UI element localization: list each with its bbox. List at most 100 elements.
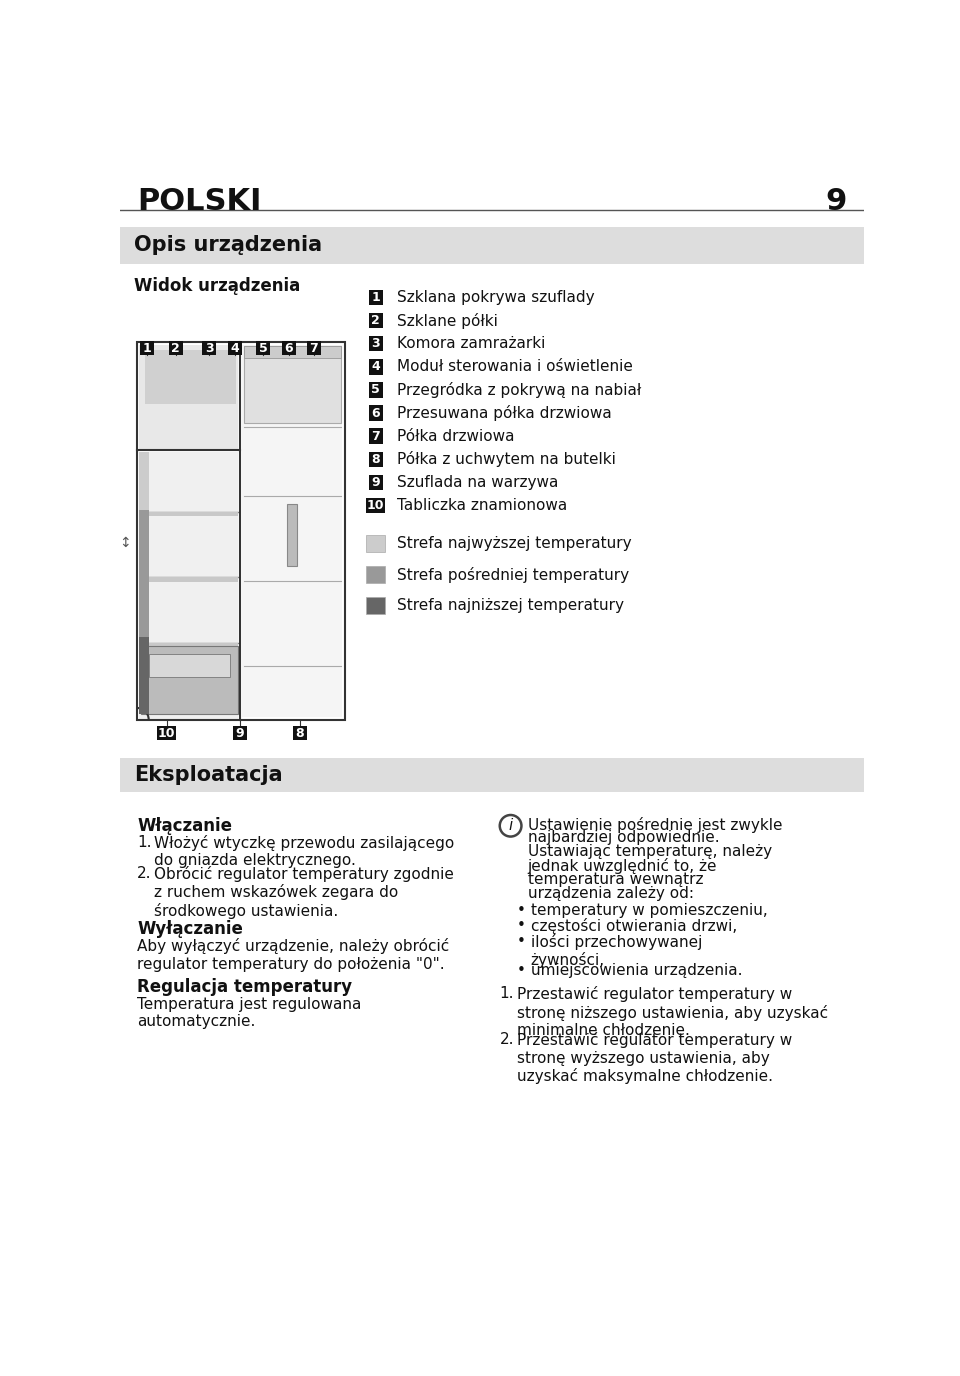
- Text: Przegródka z pokrywą na nabiał: Przegródka z pokrywą na nabiał: [397, 383, 641, 398]
- Bar: [367, 535, 385, 552]
- Bar: [293, 727, 307, 740]
- Bar: [367, 597, 385, 614]
- Text: ↕: ↕: [120, 535, 132, 549]
- Text: 10: 10: [367, 499, 385, 512]
- Text: 5: 5: [259, 341, 268, 355]
- Bar: [139, 453, 149, 510]
- Bar: [369, 475, 383, 490]
- Text: Moduł sterowania i oświetlenie: Moduł sterowania i oświetlenie: [397, 359, 634, 374]
- Bar: [139, 510, 149, 637]
- Text: umiejscowienia urządzenia.: umiejscowienia urządzenia.: [531, 963, 742, 978]
- Text: 9: 9: [236, 727, 245, 740]
- Bar: [139, 637, 149, 714]
- Text: jednak uwzględnić to, że: jednak uwzględnić to, że: [528, 859, 717, 874]
- Bar: [120, 227, 864, 264]
- Text: najbardziej odpowiednie.: najbardziej odpowiednie.: [528, 830, 719, 845]
- Text: Wyłączanie: Wyłączanie: [137, 919, 243, 937]
- Bar: [282, 341, 296, 355]
- Text: temperatury w pomieszczeniu,: temperatury w pomieszczeniu,: [531, 903, 767, 918]
- Text: Półka z uchwytem na butelki: Półka z uchwytem na butelki: [397, 451, 616, 468]
- Text: 8: 8: [372, 453, 380, 465]
- Bar: [139, 453, 238, 720]
- Text: Eksploatacja: Eksploatacja: [134, 765, 282, 784]
- Text: Szklana pokrywa szuflady: Szklana pokrywa szuflady: [397, 290, 595, 305]
- Text: 3: 3: [372, 337, 380, 351]
- Text: temperatura wewnątrz: temperatura wewnątrz: [528, 872, 703, 888]
- Bar: [367, 567, 385, 583]
- Bar: [287, 504, 297, 566]
- Text: 9: 9: [372, 476, 380, 488]
- Text: Regulacja temperatury: Regulacja temperatury: [137, 978, 352, 996]
- Bar: [233, 727, 247, 740]
- Bar: [243, 344, 343, 717]
- Bar: [141, 643, 238, 647]
- Bar: [369, 336, 383, 351]
- Bar: [169, 341, 182, 355]
- Text: Widok urządzenia: Widok urządzenia: [134, 277, 300, 294]
- Text: Aby wyłączyć urządzenie, należy obrócić
regulator temperatury do położenia "0".: Aby wyłączyć urządzenie, należy obrócić …: [137, 938, 449, 971]
- Text: Strefa najwyższej temperatury: Strefa najwyższej temperatury: [397, 537, 632, 552]
- Bar: [256, 341, 271, 355]
- Text: 6: 6: [284, 341, 293, 355]
- Text: ilości przechowywanej
żywności,: ilości przechowywanej żywności,: [531, 933, 702, 969]
- Bar: [141, 512, 238, 516]
- Bar: [141, 577, 238, 582]
- Text: Włączanie: Włączanie: [137, 816, 232, 834]
- Text: Przesuwana półka drzwiowa: Przesuwana półka drzwiowa: [397, 405, 612, 421]
- Text: 9: 9: [826, 187, 847, 216]
- Text: częstości otwierania drzwi,: częstości otwierania drzwi,: [531, 918, 737, 934]
- Bar: [157, 727, 176, 740]
- Text: 2: 2: [172, 341, 180, 355]
- Text: Włożyć wtyczkę przewodu zasilającego
do gniazda elektrycznego.: Włożyć wtyczkę przewodu zasilającego do …: [155, 835, 454, 868]
- Bar: [369, 359, 383, 374]
- Bar: [369, 383, 383, 398]
- Bar: [120, 758, 864, 793]
- Text: 6: 6: [372, 406, 380, 420]
- Text: Tabliczka znamionowa: Tabliczka znamionowa: [397, 498, 567, 513]
- Text: •: •: [516, 903, 526, 918]
- Text: Strefa pośredniej temperatury: Strefa pośredniej temperatury: [397, 567, 630, 583]
- Bar: [228, 341, 242, 355]
- Text: 1.: 1.: [137, 835, 152, 850]
- Text: •: •: [516, 933, 526, 948]
- Bar: [369, 428, 383, 444]
- Text: POLSKI: POLSKI: [137, 187, 261, 216]
- Text: 1: 1: [143, 341, 152, 355]
- Text: Opis urządzenia: Opis urządzenia: [134, 235, 322, 255]
- Bar: [141, 647, 238, 714]
- Text: urządzenia zależy od:: urządzenia zależy od:: [528, 886, 694, 901]
- Text: Ustawienie pośrednie jest zwykle: Ustawienie pośrednie jest zwykle: [528, 816, 782, 832]
- Polygon shape: [145, 350, 236, 403]
- Bar: [244, 347, 341, 422]
- Bar: [137, 343, 345, 720]
- Text: Szuflada na warzywa: Szuflada na warzywa: [397, 475, 559, 490]
- Bar: [149, 654, 230, 677]
- Text: Temperatura jest regulowana
automatycznie.: Temperatura jest regulowana automatyczni…: [137, 996, 361, 1029]
- Bar: [369, 312, 383, 329]
- Bar: [307, 341, 321, 355]
- Text: Strefa najniższej temperatury: Strefa najniższej temperatury: [397, 599, 624, 614]
- Bar: [367, 498, 385, 513]
- Bar: [203, 341, 216, 355]
- Text: Ustawiając temperaturę, należy: Ustawiając temperaturę, należy: [528, 845, 772, 859]
- Text: 2.: 2.: [500, 1032, 515, 1047]
- Bar: [369, 290, 383, 305]
- Text: 8: 8: [296, 727, 304, 740]
- Text: 4: 4: [372, 361, 380, 373]
- Text: 1: 1: [372, 292, 380, 304]
- Text: 4: 4: [230, 341, 239, 355]
- Text: Szklane półki: Szklane półki: [397, 312, 498, 329]
- Text: 7: 7: [372, 429, 380, 443]
- Bar: [139, 344, 238, 450]
- Text: 1.: 1.: [500, 987, 515, 1000]
- Bar: [369, 451, 383, 466]
- Text: •: •: [516, 963, 526, 978]
- Text: 2: 2: [372, 314, 380, 327]
- Text: Komora zamrażarki: Komora zamrażarki: [397, 336, 546, 351]
- Text: i: i: [509, 819, 513, 834]
- Bar: [369, 406, 383, 421]
- Text: 3: 3: [204, 341, 213, 355]
- Text: Przestawić regulator temperatury w
stronę niższego ustawienia, aby uzyskać
minim: Przestawić regulator temperatury w stron…: [516, 987, 828, 1038]
- Text: •: •: [516, 918, 526, 933]
- Text: 5: 5: [372, 384, 380, 396]
